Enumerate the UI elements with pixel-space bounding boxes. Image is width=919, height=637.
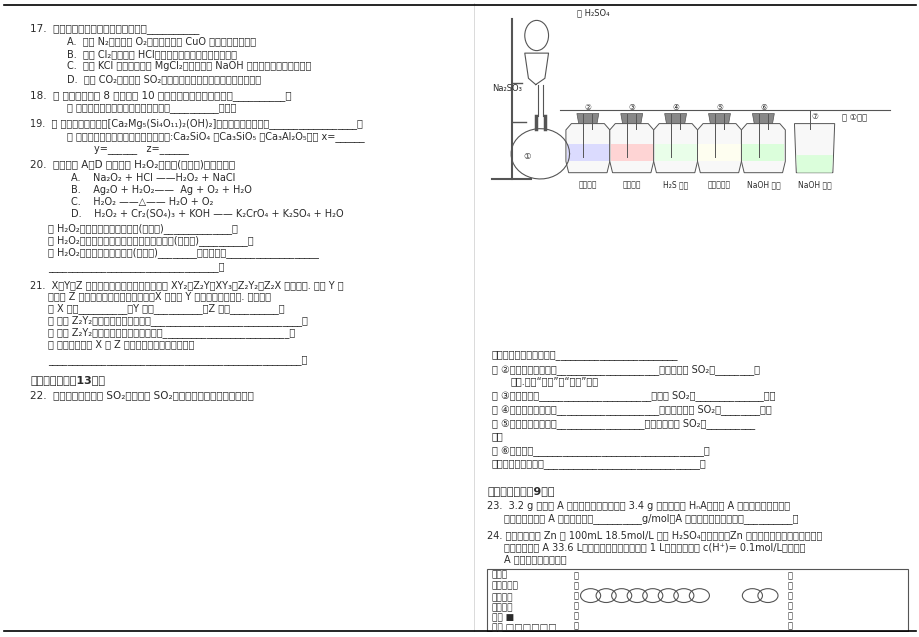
- Text: 座位号：: 座位号：: [492, 593, 513, 602]
- Text: 右: 右: [787, 571, 791, 580]
- Text: A.  除去 N₂中的少量 O₂：通过炁热的 CuO 粉末，收集气体；: A. 除去 N₂中的少量 O₂：通过炁热的 CuO 粉末，收集气体；: [67, 36, 255, 46]
- Text: 号: 号: [573, 612, 578, 620]
- Text: 品红溶液: 品红溶液: [622, 180, 641, 189]
- Polygon shape: [741, 124, 785, 173]
- Text: 准考证号：: 准考证号：: [492, 582, 518, 590]
- Polygon shape: [664, 113, 686, 124]
- Text: ①: ①: [523, 152, 531, 161]
- Text: 姓名：: 姓名：: [492, 570, 507, 580]
- Text: 18.  ⒑ 写出表示含有 8 个质子、 10 个中子的原子的化学符号：__________，: 18. ⒑ 写出表示含有 8 个质子、 10 个中子的原子的化学符号：_____…: [30, 90, 291, 101]
- Text: ⒕ ⑤中的实验现象为：__________________，此实验说明 SO₂有__________: ⒕ ⑤中的实验现象为：__________________，此实验说明 SO₂有…: [492, 418, 754, 429]
- Text: 侧: 侧: [573, 581, 578, 590]
- Text: 号: 号: [787, 612, 791, 620]
- Text: ⑦: ⑦: [811, 112, 817, 121]
- Text: ②: ②: [584, 103, 591, 112]
- Text: ⒑ ①中发: ⒑ ①中发: [841, 112, 867, 121]
- Polygon shape: [610, 145, 652, 161]
- Text: A.    Na₂O₂ + HCl ——H₂O₂ + NaCl: A. Na₂O₂ + HCl ——H₂O₂ + NaCl: [72, 173, 235, 183]
- Text: 22.  下图是实验室制取 SO₂，并验证 SO₂某些性质的装置图，试回答：: 22. 下图是实验室制取 SO₂，并验证 SO₂某些性质的装置图，试回答：: [30, 390, 254, 400]
- Text: 化物.（填“酸性”或“碱性”）。: 化物.（填“酸性”或“碱性”）。: [510, 376, 597, 387]
- Polygon shape: [742, 145, 784, 161]
- Text: ⒒ ②中的实验现象为：_____________________，此实验明 SO₂是________氧: ⒒ ②中的实验现象为：_____________________，此实验明 SO…: [492, 364, 759, 375]
- Text: 离子和 Z 的离子有相同的电子层结构，X 离子比 Y 离子多一个电子层. 试回答：: 离子和 Z 的离子有相同的电子层结构，X 离子比 Y 离子多一个电子层. 试回答…: [49, 292, 271, 302]
- Polygon shape: [794, 124, 834, 173]
- Polygon shape: [576, 113, 598, 124]
- Text: 20.  针对以下 A～D 四个涉及 H₂O₂的反应(未配平)，填写空白: 20. 针对以下 A～D 四个涉及 H₂O₂的反应(未配平)，填写空白: [30, 159, 235, 169]
- Text: ⒓ 写出 Z₂Y₂与二氧化碳反应的方程式：__________________________；: ⒓ 写出 Z₂Y₂与二氧化碳反应的方程式：___________________…: [49, 327, 295, 338]
- Text: ⒑ X 是：__________，Y 是：__________，Z 是：__________；: ⒑ X 是：__________，Y 是：__________，Z 是：____…: [49, 304, 285, 315]
- Text: ⒒ 分析 Z₂Y₂中含有的化学键类型：_______________________________；: ⒒ 分析 Z₂Y₂中含有的化学键类型：_____________________…: [49, 315, 308, 326]
- Text: ⒒ H₂O₂既体现氧化性又体现还原性的反应是(填代号)__________，: ⒒ H₂O₂既体现氧化性又体现还原性的反应是(填代号)__________，: [49, 235, 254, 246]
- Text: ⑥: ⑥: [759, 103, 766, 112]
- Text: 稀 H₂SO₄: 稀 H₂SO₄: [576, 8, 609, 17]
- Text: ____________________________________________________。: ________________________________________…: [49, 355, 308, 365]
- Text: 生反应的化学方程式为：_________________________: 生反应的化学方程式为：_________________________: [492, 350, 677, 360]
- Text: ⒖ ⑥的作用是___________________________________，: ⒖ ⑥的作用是_________________________________…: [492, 447, 709, 457]
- Text: 三、实验题：（13分）: 三、实验题：（13分）: [30, 375, 105, 385]
- Text: 考: 考: [573, 601, 578, 610]
- Text: 下的混合气体 A 33.6 L，将反应后的溶液稀释到 1 L，测得溶液中 c(H⁺)= 0.1mol/L。求气体: 下的混合气体 A 33.6 L，将反应后的溶液稀释到 1 L，测得溶液中 c(H…: [504, 542, 804, 552]
- Polygon shape: [752, 113, 774, 124]
- Text: D.    H₂O₂ + Cr₂(SO₄)₃ + KOH —— K₂CrO₄ + K₂SO₄ + H₂O: D. H₂O₂ + Cr₂(SO₄)₃ + KOH —— K₂CrO₄ + K₂…: [72, 208, 344, 218]
- Text: 座: 座: [787, 601, 791, 610]
- Text: 正确 ■: 正确 ■: [492, 613, 514, 622]
- Text: 为: 为: [573, 591, 578, 600]
- Text: ⒒ 周期表中最活泼的非金属元素位于第__________族行。: ⒒ 周期表中最活泼的非金属元素位于第__________族行。: [67, 103, 236, 113]
- Text: H₂S 溶液: H₂S 溶液: [663, 180, 687, 189]
- Text: C.  除去 KCl 溶液中的少量 MgCl₂：加入适量 NaOH 溶液充分反应后，过滤；: C. 除去 KCl 溶液中的少量 MgCl₂：加入适量 NaOH 溶液充分反应后…: [67, 61, 311, 71]
- Text: 反应的离子方程式是________________________________。: 反应的离子方程式是_______________________________…: [492, 459, 706, 469]
- Text: 为: 为: [787, 591, 791, 600]
- Polygon shape: [620, 113, 642, 124]
- Text: B.    Ag₂O + H₂O₂——  Ag + O₂ + H₂O: B. Ag₂O + H₂O₂—— Ag + O₂ + H₂O: [72, 185, 252, 195]
- Text: Na₂SO₃: Na₂SO₃: [492, 84, 521, 93]
- Text: ⒔ ④中的实验现象为：_____________________，此实验说明 SO₂有________性。: ⒔ ④中的实验现象为：_____________________，此实验说明 S…: [492, 404, 771, 415]
- Text: 24. 有一定质量的 Zn 与 100mL 18.5mol/L 的濃 H₂SO₄充分反应，Zn 完全溶解，同时生成标准状况: 24. 有一定质量的 Zn 与 100mL 18.5mol/L 的濃 H₂SO₄…: [487, 530, 822, 540]
- Polygon shape: [566, 145, 608, 161]
- Text: 淡粉和碰水: 淡粉和碰水: [707, 180, 731, 189]
- Text: ⒑ H₂O₂仅体现氧化性的反应是(填代号)______________，: ⒑ H₂O₂仅体现氧化性的反应是(填代号)______________，: [49, 223, 238, 234]
- Text: ⑤: ⑤: [715, 103, 722, 112]
- Text: 右: 右: [573, 571, 578, 580]
- Text: 23.  3.2 g 某元素 A 的单质与氢气化合生成 3.4 g 气态氢化物 HₙA。已知 A 的原子核中质子数与: 23. 3.2 g 某元素 A 的单质与氢气化合生成 3.4 g 气态氢化物 H…: [487, 501, 789, 511]
- Text: ⒓ ③的品红溶液_______________________，证明 SO₂有______________性。: ⒓ ③的品红溶液_______________________，证明 SO₂有_…: [492, 390, 775, 401]
- Text: 错误 □□□□□□: 错误 □□□□□□: [492, 623, 556, 633]
- Polygon shape: [565, 124, 609, 173]
- Text: D.  除去 CO₂中的少量 SO₂，通入饱和碳酸氢钔溶液，收集气体；: D. 除去 CO₂中的少量 SO₂，通入饱和碳酸氢钔溶液，收集气体；: [67, 74, 261, 84]
- Text: 17.  下列除去杂质的方法，不正确的是__________: 17. 下列除去杂质的方法，不正确的是__________: [30, 23, 199, 34]
- Text: 填: 填: [787, 621, 791, 631]
- Polygon shape: [609, 124, 653, 173]
- Text: 石蕊试液: 石蕊试液: [578, 180, 596, 189]
- Polygon shape: [654, 145, 696, 161]
- Text: NaOH 溶液: NaOH 溶液: [745, 180, 779, 189]
- Text: A 中各组分的体积比。: A 中各组分的体积比。: [504, 554, 566, 564]
- Text: 四、计算题：（9分）: 四、计算题：（9分）: [487, 486, 554, 496]
- Text: C.    H₂O₂ ——△—— H₂O + O₂: C. H₂O₂ ——△—— H₂O + O₂: [72, 197, 213, 206]
- Polygon shape: [796, 155, 832, 173]
- Text: ⒓ H₂O₂体现弱酸性的反应是(填代号)________，其理由为___________________: ⒓ H₂O₂体现弱酸性的反应是(填代号)________，其理由为_______…: [49, 247, 319, 258]
- Text: ___________________________________。: ___________________________________。: [49, 262, 225, 272]
- Polygon shape: [698, 145, 740, 161]
- Polygon shape: [697, 124, 741, 173]
- Text: ⒔ 用电子式表示 X 和 Z 两元素形成化合物的过程：: ⒔ 用电子式表示 X 和 Z 两元素形成化合物的过程：: [49, 340, 195, 350]
- Text: 性。: 性。: [492, 431, 503, 441]
- Text: 19.  ⒑ 将硒酸盐角闪石棉[Ca₂Mg₅(Si₄O₁₁)₂(OH)₂]改写成氧化物的形式__________________。: 19. ⒑ 将硒酸盐角闪石棉[Ca₂Mg₅(Si₄O₁₁)₂(OH)₂]改写成氧…: [30, 118, 363, 129]
- Text: NaOH 溶液: NaOH 溶液: [797, 180, 831, 189]
- Text: ④: ④: [672, 103, 678, 112]
- Text: ⒒ 某型号普通硒酸盐水泥的主要成分有:Ca₂SiO₄ 、Ca₃SiO₅ 、Ca₃Al₂O₅，则 x=______: ⒒ 某型号普通硒酸盐水泥的主要成分有:Ca₂SiO₄ 、Ca₃SiO₅ 、Ca₃…: [67, 131, 364, 142]
- Text: 中子数相等，则 A 的摸尔质量为__________g/mol。A 最高价氧化物化学式为__________。: 中子数相等，则 A 的摸尔质量为__________g/mol。A 最高价氧化物…: [504, 513, 798, 524]
- Text: ③: ③: [628, 103, 634, 112]
- Text: 21.  X、Y、Z 三种常见的短周期元素可以形成 XY₂、Z₂Y、XY₃、Z₂Y₂、Z₂X 等化合物. 已知 Y 的: 21. X、Y、Z 三种常见的短周期元素可以形成 XY₂、Z₂Y、XY₃、Z₂Y…: [30, 280, 344, 290]
- Bar: [487, 569, 907, 631]
- Text: y=______   z=______: y=______ z=______: [94, 145, 189, 154]
- Text: 侧: 侧: [787, 581, 791, 590]
- Text: B.  除去 Cl₂中的少量 HCl：通入饱和食盐水，收集气体；: B. 除去 Cl₂中的少量 HCl：通入饱和食盐水，收集气体；: [67, 48, 236, 59]
- Polygon shape: [708, 113, 730, 124]
- Text: 填涂范例: 填涂范例: [492, 603, 513, 612]
- Polygon shape: [653, 124, 697, 173]
- Text: 填: 填: [573, 621, 578, 631]
